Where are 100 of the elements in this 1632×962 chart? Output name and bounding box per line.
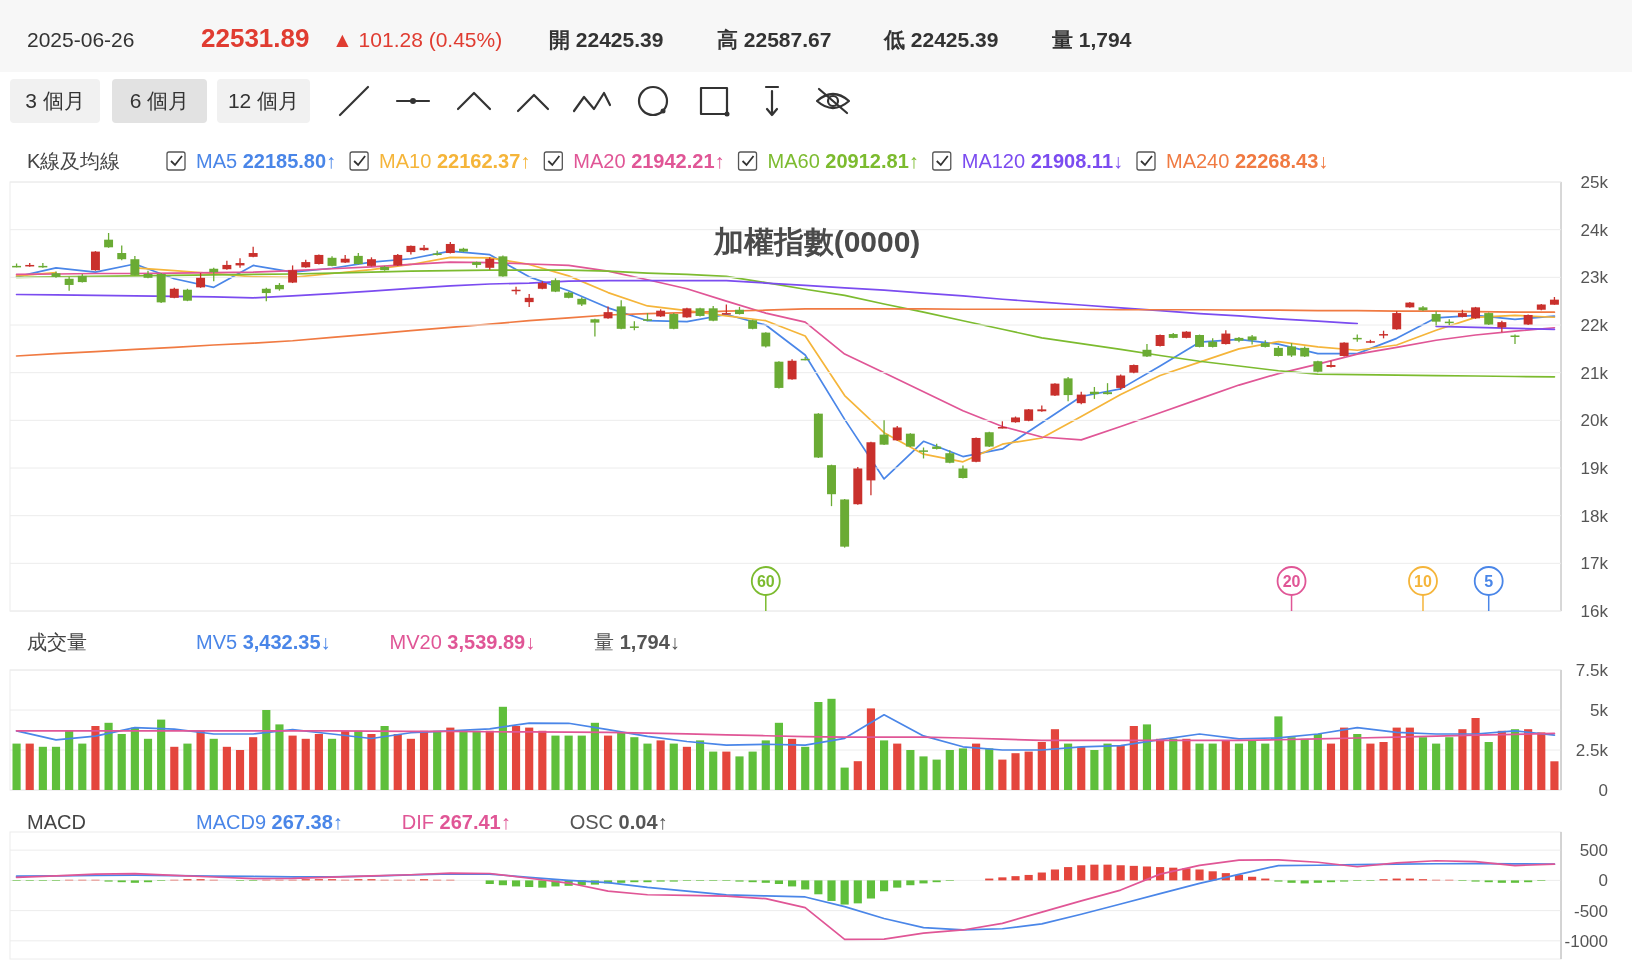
y-tick-label: 0 <box>1598 780 1608 800</box>
text: 低 22425.39 <box>883 28 999 51</box>
bar <box>1129 726 1138 790</box>
bar <box>327 738 337 790</box>
y-tick-label: 5k <box>1590 700 1609 720</box>
y-tick-label: 25k <box>1580 172 1609 192</box>
text: DIF 267.41↑ <box>401 811 511 833</box>
bar <box>485 880 494 885</box>
bar <box>906 880 915 886</box>
bar <box>880 880 889 892</box>
bar <box>249 737 258 790</box>
bar <box>656 740 665 790</box>
bar <box>1445 737 1454 790</box>
bar <box>551 735 560 790</box>
text: MA240 22268.43↓ <box>1166 150 1329 172</box>
bar <box>866 880 876 899</box>
bar <box>748 751 757 790</box>
annotation: 20 <box>1282 572 1301 590</box>
text: MV5 3,432.35↓ <box>196 631 331 653</box>
bar <box>1195 869 1204 881</box>
bar <box>735 756 744 790</box>
candlestick <box>616 299 626 330</box>
bar <box>643 743 652 790</box>
bar <box>459 730 468 790</box>
bar <box>906 750 915 790</box>
bar <box>262 710 271 790</box>
text: OSC 0.04↑ <box>569 811 668 833</box>
y-tick-label: 500 <box>1579 841 1608 861</box>
text: 3 個月 <box>25 89 85 112</box>
bar <box>722 751 731 790</box>
candlestick <box>1063 376 1073 402</box>
bar <box>617 732 626 790</box>
bar <box>1550 761 1559 790</box>
bar <box>1405 727 1414 790</box>
text: 加權指數(0000) <box>712 225 921 258</box>
annotation: 5 <box>1484 572 1494 590</box>
bar <box>157 719 166 790</box>
bar <box>603 735 613 790</box>
bar <box>998 877 1007 881</box>
bar <box>1300 738 1309 790</box>
bar <box>1064 867 1073 881</box>
text: ▲ 101.28 (0.45%) <box>332 28 503 51</box>
bar <box>314 734 323 790</box>
bar <box>538 730 547 790</box>
candlestick <box>1392 310 1402 331</box>
bar <box>1458 729 1467 790</box>
bar <box>419 730 429 790</box>
bar <box>1090 750 1099 790</box>
bar <box>1379 742 1388 790</box>
bar <box>511 880 521 887</box>
bar <box>630 737 639 790</box>
bar <box>801 880 810 890</box>
bar <box>38 746 47 790</box>
bar <box>1326 743 1336 790</box>
bar <box>1313 734 1322 790</box>
bar <box>774 722 783 790</box>
bar <box>945 750 954 790</box>
bar <box>1340 727 1349 790</box>
y-tick-label: 16k <box>1580 601 1609 621</box>
text: 2025-06-26 <box>27 28 135 51</box>
bar <box>1064 743 1073 790</box>
text: MA20 21942.21↑ <box>573 150 725 172</box>
bar <box>170 746 179 790</box>
bar <box>511 726 521 790</box>
bar <box>919 756 928 790</box>
candlestick <box>971 436 981 463</box>
bar <box>827 880 836 901</box>
text: 22531.89 <box>201 23 310 53</box>
text: MA60 20912.81↑ <box>767 150 919 172</box>
bar <box>1234 743 1244 790</box>
bar <box>1142 724 1152 790</box>
bar <box>1195 743 1204 790</box>
bar <box>880 740 889 790</box>
bar <box>538 880 547 888</box>
bar <box>1497 880 1506 883</box>
bar <box>1182 738 1191 790</box>
bar <box>130 727 139 790</box>
bar <box>446 727 455 790</box>
text: MA10 22162.37↑ <box>379 150 531 172</box>
bar <box>893 880 902 888</box>
annotation: 10 <box>1414 572 1432 590</box>
bar <box>235 750 245 790</box>
y-tick-label: -500 <box>1573 901 1608 921</box>
text: MA5 22185.80↑ <box>196 150 337 172</box>
bar <box>1156 738 1165 790</box>
bar <box>498 706 507 790</box>
bar <box>893 743 902 790</box>
text: 6 個月 <box>129 89 190 112</box>
bar <box>564 735 573 790</box>
y-tick-label: 22k <box>1580 315 1609 335</box>
bar <box>985 748 994 790</box>
bar <box>774 880 783 885</box>
bar <box>682 746 691 790</box>
bar <box>788 738 797 790</box>
bar <box>788 880 797 887</box>
bar <box>1116 865 1125 881</box>
y-tick-label: 24k <box>1580 220 1609 240</box>
bar <box>367 734 376 790</box>
y-tick-label: 23k <box>1580 268 1609 288</box>
bar <box>183 743 192 790</box>
